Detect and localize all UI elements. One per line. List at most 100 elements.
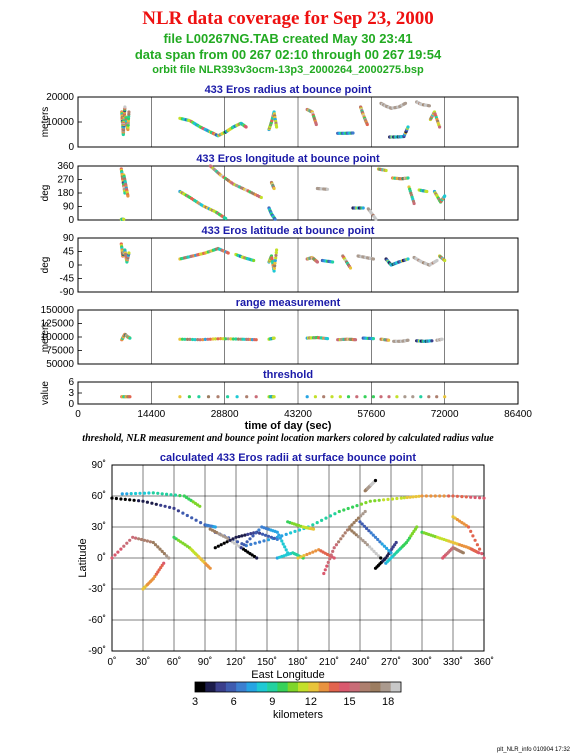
data-point xyxy=(275,248,279,252)
data-point xyxy=(249,532,253,536)
data-point xyxy=(314,122,318,127)
data-point xyxy=(442,494,446,498)
data-point xyxy=(248,537,252,541)
data-point xyxy=(387,395,391,399)
data-point xyxy=(314,549,318,553)
y-tick-label: 60˚ xyxy=(92,490,106,502)
data-point xyxy=(176,509,180,513)
data-point xyxy=(430,339,434,343)
data-point xyxy=(331,549,335,554)
data-point xyxy=(254,338,258,342)
data-point xyxy=(231,537,235,541)
data-point xyxy=(367,529,371,533)
data-point xyxy=(119,547,123,551)
y-axis-label: meters xyxy=(40,322,51,353)
colorbar-swatch xyxy=(215,682,227,692)
data-point xyxy=(280,539,284,543)
colorbar-swatch xyxy=(380,682,391,692)
data-point xyxy=(235,540,240,544)
data-point xyxy=(126,194,130,198)
data-point xyxy=(253,541,257,545)
data-point xyxy=(125,541,129,545)
data-point xyxy=(330,395,334,399)
data-point xyxy=(139,537,144,542)
colorbar-swatch xyxy=(225,682,237,692)
data-point xyxy=(343,531,347,535)
data-point xyxy=(369,531,373,535)
data-point xyxy=(258,531,262,535)
data-point xyxy=(245,540,249,544)
data-point xyxy=(191,337,195,342)
data-point xyxy=(323,568,327,572)
data-point xyxy=(405,495,409,500)
data-point xyxy=(208,566,212,570)
x-tick-label: 0˚ xyxy=(108,656,117,668)
data-point xyxy=(156,491,160,495)
data-point xyxy=(123,105,127,109)
data-point xyxy=(236,337,240,341)
data-point xyxy=(255,556,259,560)
data-point xyxy=(226,395,230,399)
data-point xyxy=(148,540,152,544)
data-point xyxy=(289,531,293,535)
data-point xyxy=(378,540,382,544)
x-tick-label: 90˚ xyxy=(198,656,212,668)
footnote: threshold, NLR measurement and bounce po… xyxy=(82,433,494,444)
data-point xyxy=(325,337,330,341)
data-point xyxy=(406,176,410,180)
x-tick-label: 300˚ xyxy=(412,656,432,668)
data-point xyxy=(278,536,282,540)
y-tick-label: 0 xyxy=(68,215,74,226)
data-point xyxy=(284,532,288,537)
data-point xyxy=(411,395,415,399)
data-point xyxy=(443,194,447,198)
x-tick-label: 240˚ xyxy=(350,656,370,668)
data-point xyxy=(275,530,279,534)
data-point xyxy=(113,553,117,557)
data-point xyxy=(403,395,407,399)
data-point xyxy=(297,528,302,532)
data-point xyxy=(272,336,276,340)
data-point xyxy=(261,532,265,536)
data-point xyxy=(225,540,229,544)
data-point xyxy=(333,512,337,516)
data-point xyxy=(311,523,315,527)
x-axis-label: time of day (sec) xyxy=(245,420,332,432)
data-point xyxy=(372,549,376,554)
data-point xyxy=(364,501,368,505)
y-tick-label: -90 xyxy=(60,287,75,298)
data-point xyxy=(193,338,197,342)
data-point xyxy=(134,491,138,496)
data-point xyxy=(246,532,250,537)
y-axis-label: deg xyxy=(40,185,51,202)
data-point xyxy=(473,538,477,542)
colorbar-swatch xyxy=(349,682,361,692)
data-point xyxy=(213,546,217,550)
data-point xyxy=(482,496,486,500)
y-tick-label: 150000 xyxy=(41,305,75,316)
data-point xyxy=(222,541,226,545)
colorbar-swatch xyxy=(236,682,247,692)
data-point xyxy=(263,533,268,537)
data-point xyxy=(226,251,230,255)
data-point xyxy=(438,125,442,129)
data-point xyxy=(379,556,383,560)
data-point xyxy=(240,534,244,538)
data-point xyxy=(274,256,278,260)
data-point xyxy=(272,536,276,541)
data-point xyxy=(281,542,285,546)
data-point xyxy=(361,512,365,516)
data-point xyxy=(235,395,239,399)
y-tick-label: 0 xyxy=(68,399,74,410)
y-axis-label: value xyxy=(40,381,51,405)
data-point xyxy=(160,549,164,554)
data-point xyxy=(475,543,479,547)
y-tick-label: -45 xyxy=(60,274,75,285)
colorbar-tick-label: 9 xyxy=(269,696,275,708)
data-point xyxy=(374,217,378,221)
data-point xyxy=(245,395,249,399)
data-point xyxy=(156,545,160,549)
data-point xyxy=(438,494,442,498)
data-point xyxy=(211,337,215,341)
data-point xyxy=(283,545,287,549)
